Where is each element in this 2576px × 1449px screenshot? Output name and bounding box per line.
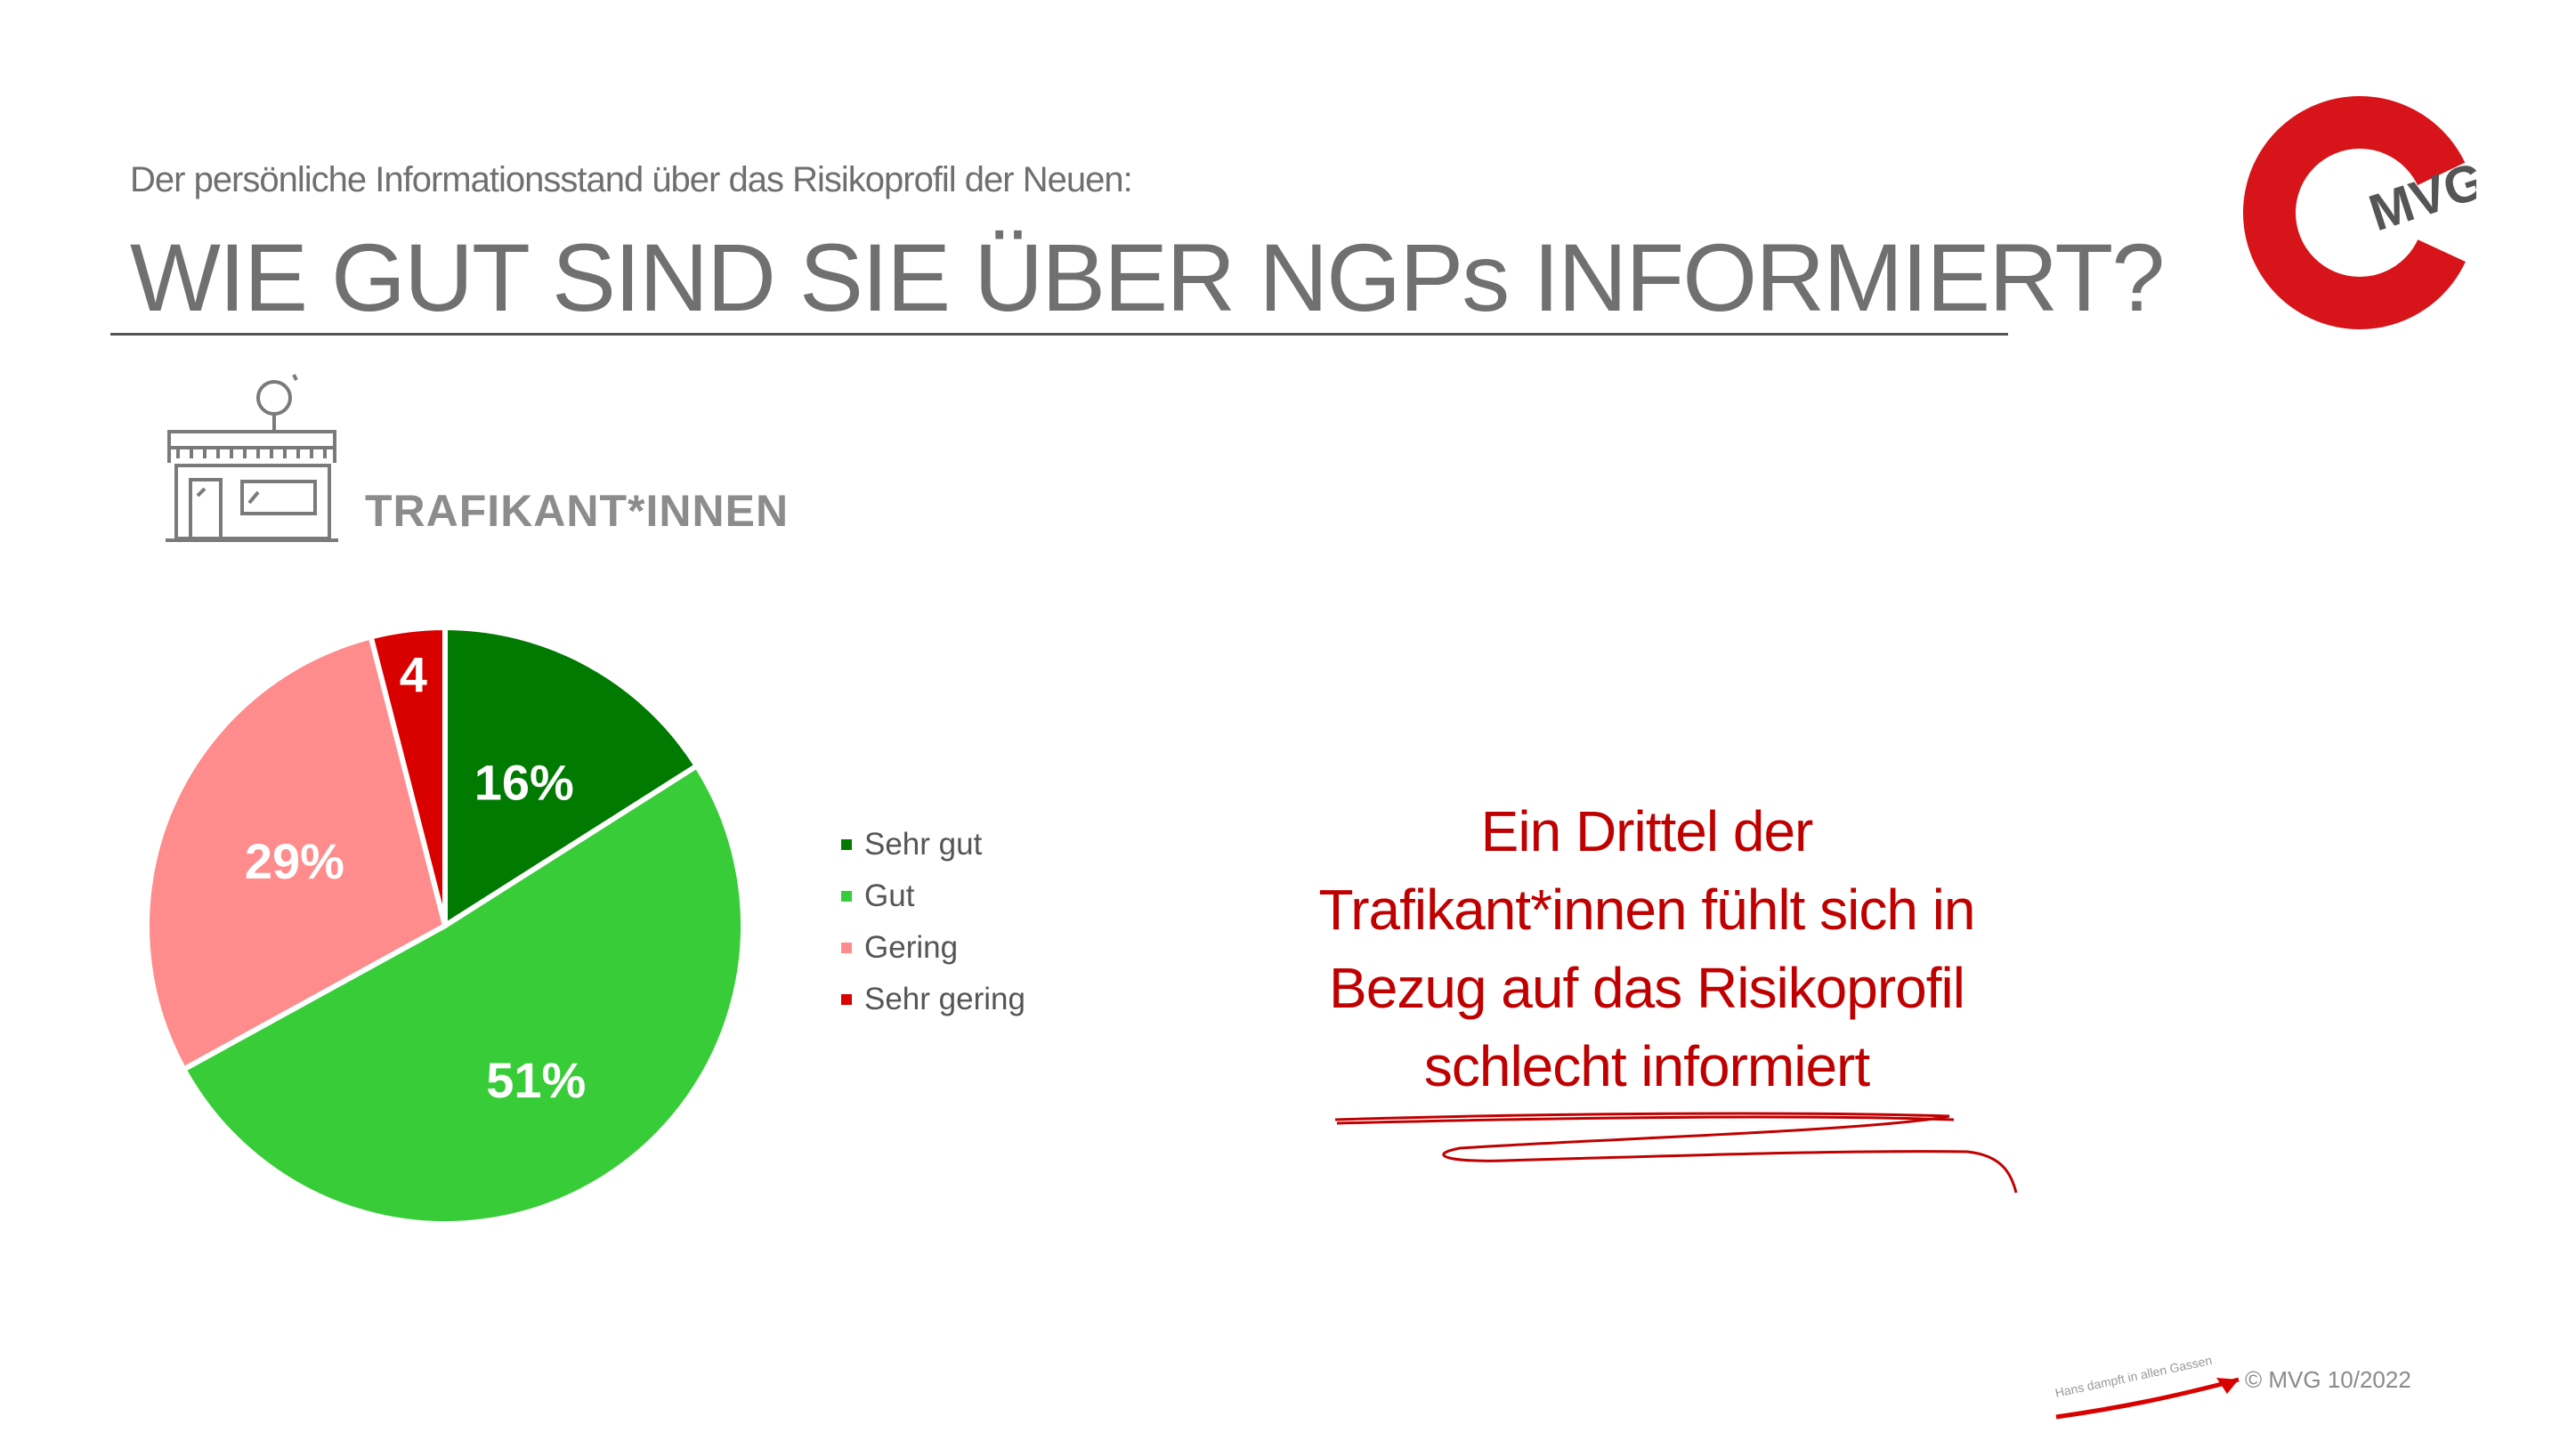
pie-data-label: 16% <box>474 755 574 811</box>
legend-swatch <box>841 994 852 1005</box>
tagline-arrow: Hans dampft in allen Gassen <box>2054 1353 2240 1420</box>
legend-label: Gering <box>864 930 959 965</box>
page-title: WIE GUT SIND SIE ÜBER NGPs INFORMIERT? <box>130 223 2165 331</box>
legend-item: Gut <box>841 870 1025 922</box>
pie-slice-sehr-gering <box>368 624 448 927</box>
mvg-logo: MVG <box>2243 96 2476 329</box>
callout-line: Trafikant*innen fühlt sich in <box>1318 878 1975 942</box>
callout-line: Bezug auf das Risikoprofil <box>1329 956 1965 1020</box>
pie-slice-gut <box>180 762 746 1226</box>
pie-slice-gering <box>144 633 449 1073</box>
legend-item: Sehr gering <box>841 974 1025 1025</box>
legend-swatch <box>841 943 852 953</box>
legend-item: Gering <box>841 922 1025 974</box>
pie-chart: 16% 51% 29% 4 <box>144 624 746 1226</box>
copyright-note: © MVG 10/2022 <box>2245 1366 2411 1393</box>
callout-text: Ein Drittel der Trafikant*innen fühlt si… <box>1246 792 2047 1105</box>
shop-icon <box>166 374 338 542</box>
legend-swatch <box>841 839 852 850</box>
callout-line: schlecht informiert <box>1423 1034 1870 1098</box>
subtitle: Der persönliche Informationsstand über d… <box>130 160 1133 199</box>
legend-label: Gut <box>864 878 915 913</box>
segment-label: TRAFIKANT*INNEN <box>365 486 790 536</box>
legend-label: Sehr gut <box>864 827 983 862</box>
callout-line: Ein Drittel der <box>1480 799 1814 863</box>
legend-swatch <box>841 891 852 902</box>
pie-data-label: 4 <box>400 646 427 702</box>
title-underline <box>110 333 2008 336</box>
pie-data-label: 29% <box>245 833 344 889</box>
underline-scribble <box>1334 1112 2018 1194</box>
legend-item: Sehr gut <box>841 819 1025 870</box>
legend-label: Sehr gering <box>864 982 1025 1016</box>
pie-slice-sehr-gut <box>442 624 701 931</box>
chart-legend: Sehr gut Gut Gering Sehr gering <box>841 819 1025 1025</box>
pie-data-label: 51% <box>486 1052 586 1108</box>
